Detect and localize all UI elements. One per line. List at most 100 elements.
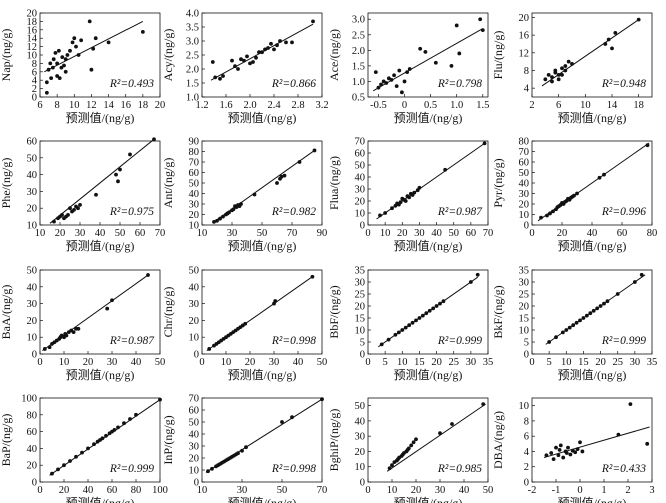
data-point bbox=[597, 175, 602, 180]
data-point bbox=[544, 453, 549, 458]
panel: 6 8 10 12 14 16 18 2002468101214161820Nap/(ng/g… bbox=[0, 9, 165, 126]
y-tick-label: 20 bbox=[27, 461, 38, 472]
data-point bbox=[550, 75, 554, 80]
y-tick-label: 20 bbox=[519, 302, 530, 313]
data-point bbox=[89, 67, 94, 72]
y-tick-label: 4 bbox=[524, 447, 530, 458]
data-point bbox=[615, 292, 620, 296]
data-point bbox=[379, 82, 383, 87]
data-point bbox=[554, 335, 558, 340]
data-point bbox=[146, 273, 150, 277]
data-point bbox=[55, 61, 60, 66]
x-tick-label: 20 bbox=[397, 228, 408, 239]
x-tick-label: 35 bbox=[483, 357, 494, 368]
y-tick-label: 40 bbox=[355, 173, 366, 184]
x-tick-label: 10 bbox=[397, 357, 408, 368]
x-tick-label: 15 bbox=[414, 357, 425, 368]
data-point bbox=[240, 448, 244, 453]
x-tick-label: 0 bbox=[37, 357, 42, 368]
data-point bbox=[389, 77, 394, 82]
x-tick-label: 20 bbox=[245, 357, 256, 368]
x-tick-label: 10 bbox=[197, 228, 208, 239]
data-point bbox=[48, 61, 53, 66]
y-tick-label: 70 bbox=[355, 137, 366, 148]
data-point bbox=[87, 19, 92, 24]
panel: 10 20 30 40 50 60 70 10 20 30 40 50 60 Phe/(ng/g) 预测值/… bbox=[0, 137, 165, 254]
x-tick-label: 0 bbox=[199, 357, 204, 368]
y-tick-label: 40 bbox=[27, 282, 38, 293]
plot-frame bbox=[367, 397, 489, 483]
data-point bbox=[449, 63, 454, 68]
data-point bbox=[417, 185, 422, 190]
y-axis-label: Flu/(ng/g) bbox=[491, 31, 505, 80]
x-tick-label: 20 bbox=[431, 357, 442, 368]
x-tick-label: 25 bbox=[448, 357, 459, 368]
data-point bbox=[454, 23, 459, 28]
data-point bbox=[94, 192, 98, 197]
x-tick-label: 20 bbox=[55, 228, 66, 239]
y-tick-label: 10 bbox=[519, 326, 530, 337]
y-tick-label: 20 bbox=[189, 454, 200, 465]
data-point bbox=[560, 72, 564, 77]
data-point bbox=[560, 66, 564, 71]
x-tick-label: 50 bbox=[448, 228, 459, 239]
y-tick-label: 10 bbox=[27, 221, 38, 232]
data-point bbox=[239, 202, 243, 206]
data-point bbox=[441, 299, 446, 304]
data-point bbox=[481, 402, 486, 407]
x-tick-label: 18 bbox=[138, 100, 149, 111]
data-point bbox=[80, 450, 84, 455]
data-point bbox=[556, 72, 561, 77]
y-tick-label: 1.0 bbox=[352, 77, 365, 88]
x-axis-label: 预测值/(ng/g) bbox=[228, 238, 297, 253]
y-tick-label: 50 bbox=[189, 418, 200, 429]
y-tick-label: 30 bbox=[27, 187, 38, 198]
data-point bbox=[423, 49, 428, 54]
data-point bbox=[215, 218, 219, 223]
y-tick-label: 12 bbox=[519, 48, 530, 59]
data-point bbox=[46, 67, 51, 72]
data-point bbox=[574, 320, 579, 325]
plot-frame bbox=[367, 12, 489, 98]
data-point bbox=[49, 76, 54, 80]
r-squared-label: R²=0.998 bbox=[271, 463, 316, 475]
data-point bbox=[251, 60, 255, 64]
data-point bbox=[443, 167, 448, 172]
plot-frame bbox=[201, 269, 323, 355]
x-tick-label: 12 bbox=[86, 100, 97, 111]
y-tick-label: 0 bbox=[32, 350, 37, 361]
data-point bbox=[63, 69, 68, 74]
x-tick-label: 40 bbox=[431, 228, 442, 239]
x-tick-label: 14 bbox=[103, 100, 114, 111]
y-tick-label: 50 bbox=[189, 179, 200, 190]
data-point bbox=[254, 55, 258, 60]
data-point bbox=[407, 323, 412, 328]
data-point bbox=[106, 40, 111, 45]
r-squared-label: R²=0.996 bbox=[601, 206, 646, 218]
data-point bbox=[47, 345, 52, 350]
data-point bbox=[66, 213, 70, 217]
data-point bbox=[72, 207, 76, 212]
x-axis-label: 预测值/(ng/g) bbox=[228, 110, 297, 125]
x-axis-label: 预测值/(ng/g) bbox=[558, 495, 627, 503]
y-tick-label: 20 bbox=[519, 13, 530, 24]
data-point bbox=[272, 47, 276, 52]
data-point bbox=[573, 450, 578, 455]
y-tick-label: 14 bbox=[27, 34, 38, 45]
data-point bbox=[572, 193, 576, 198]
x-axis-label: 预测值/(ng/g) bbox=[228, 495, 297, 503]
data-point bbox=[114, 172, 118, 177]
data-point bbox=[236, 451, 240, 456]
y-tick-label: 2.5 bbox=[352, 30, 365, 41]
data-point bbox=[91, 46, 96, 51]
data-point bbox=[407, 195, 412, 200]
y-tick-label: 70 bbox=[189, 158, 200, 169]
x-tick-label: 10 bbox=[197, 485, 208, 496]
y-tick-label: 0.5 bbox=[352, 93, 365, 104]
data-point bbox=[231, 207, 236, 212]
y-axis-label: Nap/(ng/g) bbox=[0, 29, 13, 82]
y-axis-label: InP/(ng/g) bbox=[161, 415, 175, 464]
data-point bbox=[311, 19, 315, 24]
r-squared-label: R²=0.866 bbox=[271, 78, 316, 90]
data-point bbox=[280, 420, 284, 424]
